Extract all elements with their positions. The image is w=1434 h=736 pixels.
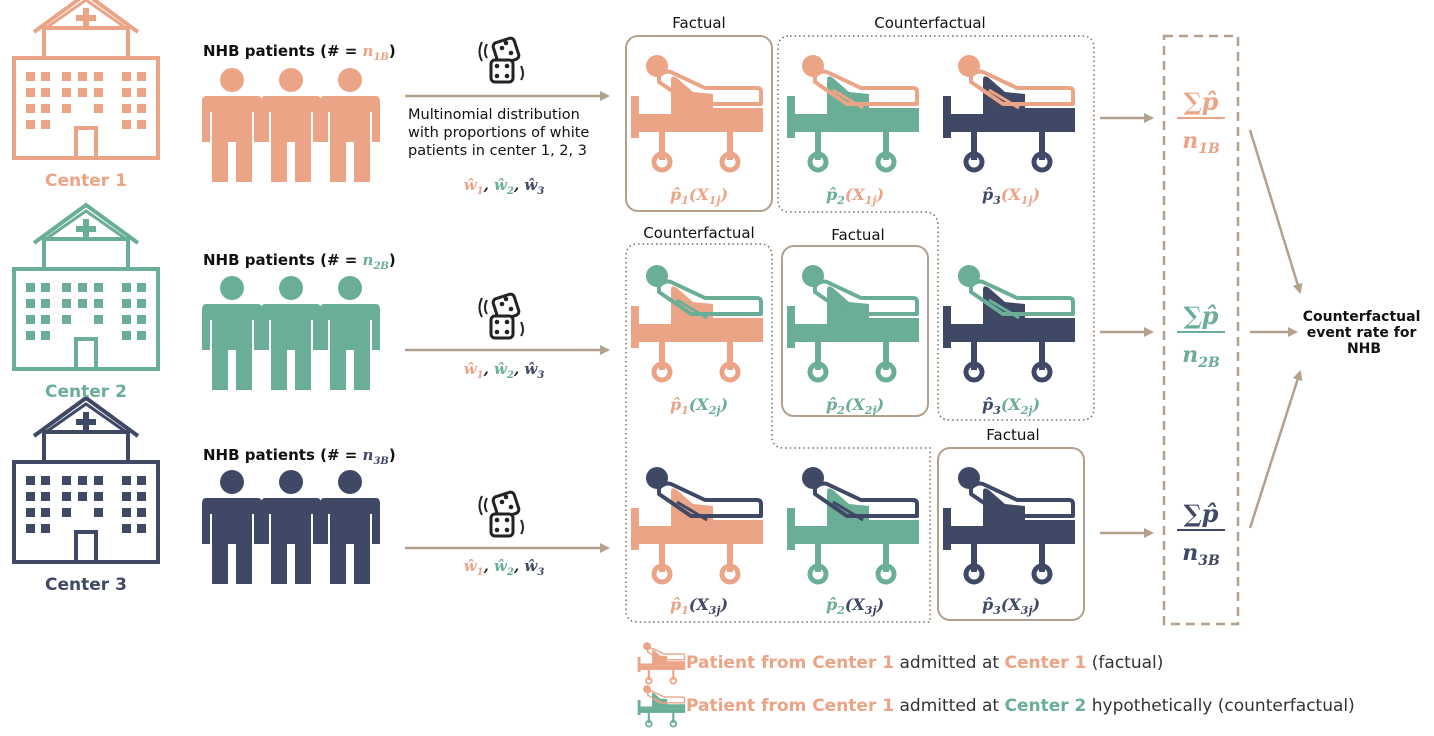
probability-labels: p̂1(X1j) p̂2(X1j) p̂3(X1j) p̂1(X2j) p̂2(X2j)…	[670, 185, 1040, 617]
person-icon	[320, 276, 380, 390]
weights-text: ŵ1, ŵ2, ŵ3	[464, 557, 545, 578]
prob-label-r1-c3: p̂3(X1j)	[982, 185, 1040, 207]
prob-label-r3-c2: p̂2(X3j)	[826, 595, 884, 617]
weights-row-1: ŵ1, ŵ2, ŵ3	[464, 176, 545, 197]
weights-text: ŵ1, ŵ2, ŵ3	[464, 176, 545, 197]
sum-numerator-1: ∑p̂	[1184, 87, 1219, 116]
bed-icon-r2-c3	[943, 263, 1075, 380]
legend-item-1: Patient from Center 1 admitted at Center…	[686, 653, 1163, 673]
bed-icon-r3-c1	[631, 465, 763, 582]
hospital-center-2-icon	[12, 203, 160, 371]
legend-bed-icon-2	[636, 684, 687, 728]
weights-row-3: ŵ1, ŵ2, ŵ3	[464, 557, 545, 578]
sum-denominator-3: n3B	[1182, 540, 1220, 569]
prob-label-r2-c1: p̂1(X2j)	[670, 395, 728, 417]
counterfactual-label-1: Counterfactual	[874, 14, 985, 32]
legend-icons	[636, 641, 687, 728]
bed-icon-r2-c1	[631, 263, 763, 380]
bed-grid	[631, 53, 1075, 582]
dice-1-icon	[478, 35, 525, 84]
center-3-label: Center 3	[45, 575, 127, 595]
result-label: Counterfactual event rate for NHB	[1303, 309, 1426, 357]
person-icon	[261, 276, 321, 390]
counterfactual-region-2	[625, 243, 931, 623]
factual-box-2	[781, 245, 929, 417]
hospital-center-3-icon	[12, 396, 160, 564]
factual-box-1	[625, 35, 773, 212]
patients-group-2-icon	[202, 276, 380, 390]
sum-denominator-1: n1B	[1182, 128, 1220, 157]
nhb-patients-label-1: NHB patients (# = n1B)	[203, 42, 396, 63]
factual-label-2: Factual	[831, 226, 884, 244]
person-icon	[261, 68, 321, 182]
sum-denominator-2: n2B	[1182, 342, 1220, 371]
bed-icon-r3-c2	[787, 465, 919, 582]
person-icon	[202, 68, 262, 182]
bed-icon-r1-c2	[787, 53, 919, 170]
nhb-patients-label-2: NHB patients (# = n2B)	[203, 251, 396, 272]
patients-group-1-icon	[202, 68, 380, 182]
counterfactual-region-1	[777, 35, 1095, 421]
bed-icon-r3-c3	[943, 465, 1075, 582]
prob-label-r1-c2: p̂2(X1j)	[826, 185, 884, 207]
center-1-label: Center 1	[45, 171, 127, 191]
weights-text: ŵ1, ŵ2, ŵ3	[464, 360, 545, 381]
factual-box-3	[937, 447, 1085, 621]
counterfactual-label-2: Counterfactual	[643, 224, 754, 242]
person-icon	[202, 470, 262, 584]
person-icon	[202, 276, 262, 390]
prob-label-r3-c3: p̂3(X3j)	[982, 595, 1040, 617]
person-icon	[320, 470, 380, 584]
sum-numerator-3: ∑p̂	[1184, 499, 1219, 528]
factual-label-3: Factual	[986, 426, 1039, 444]
sum-fractions: ∑p̂ n1B ∑p̂ n2B ∑p̂ n3B	[1177, 87, 1225, 569]
arrow-sum1-to-result	[1248, 129, 1303, 294]
weights-row-2: ŵ1, ŵ2, ŵ3	[464, 360, 545, 381]
dice-3-icon	[478, 489, 525, 538]
center-2-label: Center 2	[45, 382, 127, 402]
multinomial-text: Multinomial distribution with proportion…	[408, 107, 594, 159]
bed-icon-r1-c3	[943, 53, 1075, 170]
sum-numerator-2: ∑p̂	[1184, 301, 1219, 330]
bed-icon-r1-c1	[631, 53, 763, 170]
legend-bed-icon-1	[636, 641, 687, 685]
patients-group-3-icon	[202, 470, 380, 584]
prob-label-r2-c2: p̂2(X2j)	[826, 395, 884, 417]
legend-item-2: Patient from Center 1 admitted at Center…	[686, 696, 1355, 716]
prob-label-r2-c3: p̂3(X2j)	[982, 395, 1040, 417]
nhb-patients-label-3: NHB patients (# = n3B)	[203, 446, 396, 467]
hospital-center-1-icon	[12, 0, 160, 160]
factual-label-1: Factual	[672, 14, 725, 32]
person-icon	[261, 470, 321, 584]
prob-label-r3-c1: p̂1(X3j)	[670, 595, 728, 617]
dice-2-icon	[478, 291, 525, 340]
arrow-sum3-to-result	[1248, 370, 1303, 529]
prob-label-r1-c1: p̂1(X1j)	[670, 185, 728, 207]
bed-icon-r2-c2	[787, 263, 919, 380]
person-icon	[320, 68, 380, 182]
sums-dashed-box	[1162, 34, 1240, 626]
